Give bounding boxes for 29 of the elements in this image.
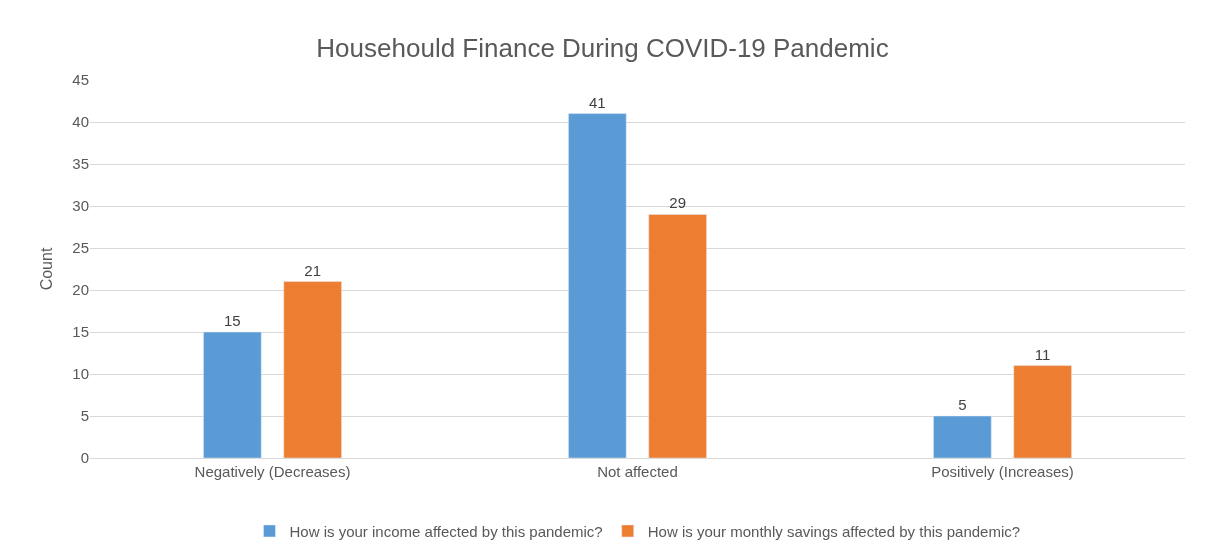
x-tick-label: Positively (Increases) (931, 463, 1074, 480)
bar (933, 415, 992, 458)
y-tick-label: 30 (72, 197, 89, 215)
y-tick-label: 10 (72, 365, 89, 383)
data-label: 21 (304, 261, 321, 279)
bar (648, 214, 707, 458)
y-tick-label: 15 (72, 323, 89, 341)
y-tick-label: 0 (80, 449, 89, 467)
bar (1013, 365, 1072, 458)
y-tick-label: 40 (72, 113, 89, 131)
legend-label: How is your monthly savings affected by this pandemic? (647, 522, 1021, 540)
chart-title: Househould Finance During COVID-19 Pandemic (316, 33, 889, 64)
bar (568, 113, 627, 458)
data-label: 41 (589, 93, 606, 111)
x-tick-label: Not affected (597, 463, 678, 480)
bar (203, 331, 262, 458)
x-tick-label: Negatively (Decreases) (194, 463, 351, 480)
data-label: 15 (224, 312, 241, 329)
data-label: 5 (958, 396, 967, 413)
y-tick-label: 25 (72, 239, 89, 257)
bar (283, 281, 342, 458)
y-tick-label: 5 (80, 407, 89, 425)
y-tick-label: 35 (72, 155, 89, 173)
y-axis-title: Count (38, 247, 56, 291)
y-tick-label: 45 (72, 71, 89, 89)
y-tick-label: 20 (72, 281, 89, 299)
data-label: 29 (669, 194, 686, 212)
legend-label: How is your income affected by this pandemic? (289, 522, 603, 540)
data-label: 11 (1034, 345, 1051, 363)
